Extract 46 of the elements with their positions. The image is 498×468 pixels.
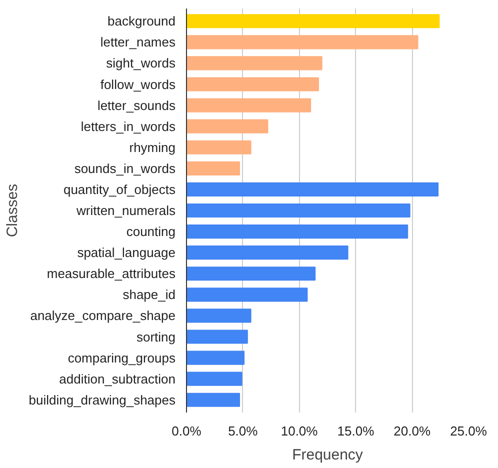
bar xyxy=(186,161,240,176)
y-tick-label: quantity_of_objects xyxy=(63,182,176,197)
bar xyxy=(186,182,439,196)
x-axis-title: Frequency xyxy=(292,446,364,464)
bar xyxy=(186,77,319,92)
x-tick-label: 0.0% xyxy=(172,424,202,438)
x-tick-label: 15.0% xyxy=(337,424,375,438)
bar xyxy=(186,98,312,112)
y-tick-label: measurable_attributes xyxy=(46,266,176,282)
y-tick-label: shape_id xyxy=(122,287,176,302)
bar xyxy=(186,14,440,28)
bar xyxy=(186,350,245,365)
y-tick-label: written_numerals xyxy=(76,203,176,218)
bar xyxy=(186,330,248,344)
y-tick-label: letters_in_words xyxy=(80,118,176,134)
x-tick-label: 25.0% xyxy=(450,424,488,438)
y-tick-label: rhyming xyxy=(129,140,176,155)
y-tick-label: sounds_in_words xyxy=(74,160,176,176)
bar xyxy=(186,372,242,386)
bar xyxy=(186,119,268,134)
bar xyxy=(186,246,348,260)
bar xyxy=(186,392,240,407)
y-tick-label: sight_words xyxy=(106,56,176,71)
bar xyxy=(186,308,252,323)
y-tick-label: letter_names xyxy=(100,34,176,50)
bar xyxy=(186,203,410,218)
bar xyxy=(186,266,316,281)
y-tick-label: comparing_groups xyxy=(68,350,176,366)
bar xyxy=(186,56,322,70)
y-axis-title: Classes xyxy=(4,184,21,238)
bar xyxy=(186,288,308,302)
bar xyxy=(186,224,408,239)
y-tick-label: addition_subtraction xyxy=(59,371,176,386)
y-tick-label: building_drawing_shapes xyxy=(28,392,176,408)
y-tick-label: follow_words xyxy=(100,76,176,92)
bar xyxy=(186,35,418,50)
x-tick-label: 10.0% xyxy=(280,424,318,438)
y-tick-label: letter_sounds xyxy=(97,98,176,113)
y-tick-label: counting xyxy=(126,224,176,240)
y-tick-label: background xyxy=(108,14,176,29)
x-tick-label: 20.0% xyxy=(394,424,431,438)
y-tick-label: spatial_language xyxy=(77,245,176,260)
bar xyxy=(186,140,252,154)
y-tick-label: sorting xyxy=(136,329,176,344)
x-tick-label: 5.0% xyxy=(228,424,258,438)
y-tick-label: analyze_compare_shape xyxy=(30,308,176,324)
